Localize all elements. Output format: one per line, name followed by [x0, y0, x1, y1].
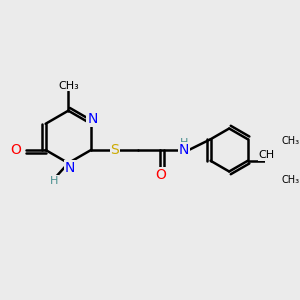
- Text: N: N: [64, 161, 75, 175]
- Text: S: S: [110, 143, 119, 157]
- Text: N: N: [179, 143, 189, 157]
- Text: H: H: [180, 138, 188, 148]
- Text: CH: CH: [258, 150, 274, 160]
- Text: O: O: [11, 143, 21, 157]
- Text: H: H: [50, 176, 58, 186]
- Text: N: N: [87, 112, 98, 126]
- Text: CH₃: CH₃: [58, 81, 79, 91]
- Text: CH₃: CH₃: [282, 136, 300, 146]
- Text: CH₃: CH₃: [282, 176, 300, 185]
- Text: O: O: [155, 168, 166, 182]
